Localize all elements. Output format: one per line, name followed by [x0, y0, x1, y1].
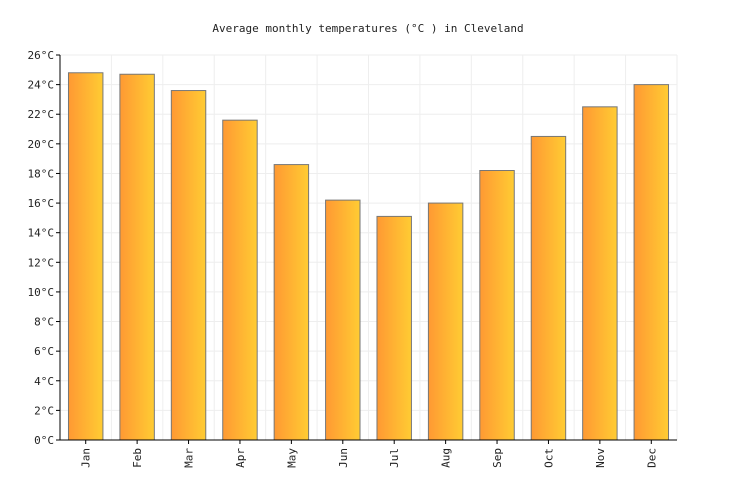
x-tick-label-nov: Nov: [594, 448, 607, 468]
x-tick-label-dec: Dec: [645, 448, 658, 468]
x-tick-label-mar: Mar: [183, 448, 196, 468]
bar-mar: [170, 90, 207, 441]
x-tick-label-apr: Apr: [234, 448, 247, 468]
y-tick-label: 6°C: [34, 345, 54, 358]
y-tick-label: 26°C: [28, 49, 55, 62]
x-axis: Jan Feb Mar Apr May Jun Jul Aug Sep Oct Nov Dec: [60, 439, 677, 468]
y-tick-label: 24°C: [28, 79, 55, 92]
x-tick-label-aug: Aug: [440, 448, 453, 468]
bar-jun: [325, 199, 361, 441]
bar-feb: [119, 73, 155, 441]
bar-may: [273, 164, 310, 441]
y-tick-label: 10°C: [28, 286, 55, 299]
bar-jul: [376, 215, 412, 441]
y-tick-label: 22°C: [28, 108, 55, 121]
x-tick-label-jul: Jul: [388, 448, 401, 468]
y-tick-label: 2°C: [34, 404, 54, 417]
bar-oct: [530, 135, 567, 441]
y-axis: 0°C 2°C 4°C 6°C 8°C 10°C 12°C 14°C 16°C 18°C 20°C 2…: [28, 49, 61, 447]
grid-lines: [60, 54, 678, 440]
bar-jan: [67, 72, 104, 441]
bar-dec: [633, 84, 670, 441]
bars: [67, 72, 670, 441]
bar-apr: [222, 119, 258, 441]
y-tick-label: 0°C: [34, 434, 54, 447]
x-tick-label-feb: Feb: [131, 448, 144, 468]
y-tick-label: 20°C: [28, 138, 55, 151]
y-tick-label: 18°C: [28, 167, 55, 180]
x-tick-label-jun: Jun: [337, 448, 350, 468]
y-tick-label: 16°C: [28, 197, 55, 210]
bar-nov: [582, 106, 618, 441]
bar-aug: [427, 202, 464, 441]
chart-title: Average monthly temperatures (°C ) in Cl…: [212, 22, 523, 35]
x-tick-label-may: May: [285, 448, 298, 468]
x-tick-label-sep: Sep: [491, 448, 504, 468]
y-tick-label: 4°C: [34, 375, 54, 388]
x-tick-label-jan: Jan: [80, 448, 93, 468]
bar-sep: [479, 170, 515, 441]
y-tick-label: 14°C: [28, 227, 55, 240]
y-tick-label: 8°C: [34, 316, 54, 329]
y-tick-label: 12°C: [28, 256, 55, 269]
x-tick-label-oct: Oct: [542, 448, 555, 468]
